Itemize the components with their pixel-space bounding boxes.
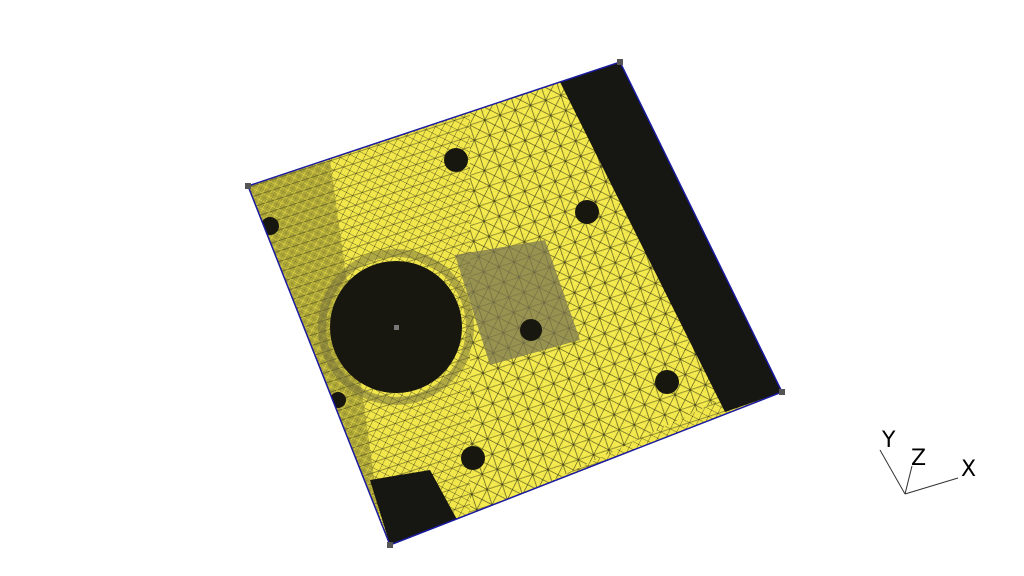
z-axis-label: Z	[911, 446, 926, 471]
x-axis-label: X	[961, 457, 976, 482]
axis-triad: X Y Z	[879, 428, 976, 495]
vertex-marker[interactable]	[394, 325, 399, 330]
y-axis-label: Y	[881, 428, 896, 453]
refinement-patch	[455, 240, 580, 365]
vertex-marker[interactable]	[387, 542, 393, 548]
mesh-plate[interactable]	[248, 62, 782, 545]
vertex-marker[interactable]	[617, 59, 623, 65]
vertex-marker[interactable]	[779, 389, 785, 395]
coarse-mesh-region	[470, 80, 720, 520]
small-hole-5	[461, 446, 485, 470]
vertex-marker[interactable]	[245, 183, 251, 189]
small-hole-3	[520, 319, 542, 341]
small-hole-1	[444, 148, 468, 172]
y-axis-line	[879, 449, 906, 495]
small-hole-4	[655, 370, 679, 394]
fine-mesh-left-region	[248, 160, 390, 545]
large-hole-fringe	[318, 249, 474, 405]
z-axis-line	[904, 465, 913, 495]
small-hole-2	[575, 200, 599, 224]
x-axis-line	[904, 477, 959, 495]
dense-mesh-right-band	[560, 62, 782, 412]
